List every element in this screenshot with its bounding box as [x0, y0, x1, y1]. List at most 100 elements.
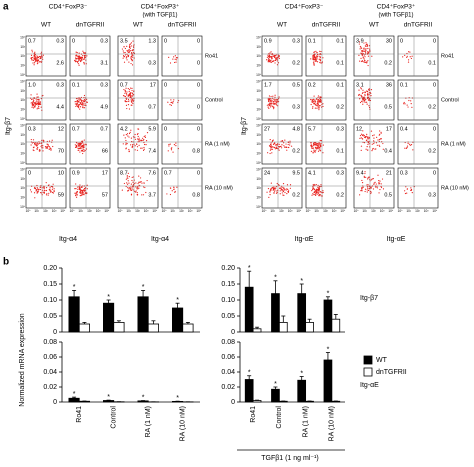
event-dot [80, 103, 82, 105]
event-dot [76, 61, 79, 63]
axis-tick-label: 10³ [256, 177, 261, 181]
bar [68, 397, 80, 403]
event-dot [278, 149, 280, 151]
event-dot [78, 145, 80, 147]
event-dot [363, 96, 366, 98]
bar [182, 323, 194, 333]
axis-tick-label: 10¹ [78, 209, 83, 213]
event-dot [313, 193, 315, 196]
quadrant-value: 0.7 [120, 82, 128, 88]
event-dot [130, 104, 132, 106]
event-dot [312, 101, 314, 103]
event-dot [286, 193, 288, 195]
quadrant-value: 24 [264, 170, 270, 176]
event-dot [53, 190, 55, 193]
event-dot [125, 185, 127, 188]
event-dot [34, 144, 36, 146]
event-dot [79, 98, 81, 100]
event-dot [276, 58, 278, 60]
event-dot [281, 147, 283, 149]
event-dot [322, 144, 324, 146]
event-dot [125, 143, 127, 146]
event-dot [370, 95, 372, 97]
event-dot [144, 135, 146, 137]
event-dot [289, 142, 291, 144]
axis-tick-label: 10⁰ [256, 205, 262, 209]
event-dot [43, 188, 45, 190]
event-dot [76, 145, 78, 147]
event-dot [36, 108, 38, 110]
event-dot [124, 100, 126, 102]
event-dot [266, 56, 268, 58]
event-dot [272, 95, 274, 97]
event-dot [42, 150, 44, 152]
event-dot [76, 52, 78, 54]
row-label: RA (10 nM) [441, 185, 469, 191]
event-dot [127, 87, 129, 90]
event-dot [32, 62, 34, 64]
event-dot [34, 57, 36, 59]
event-dot [312, 147, 315, 149]
event-dot [378, 140, 380, 143]
event-dot [312, 106, 314, 108]
event-dot [82, 55, 84, 57]
event-dot [273, 103, 275, 106]
event-dot [48, 184, 50, 186]
event-dot [51, 139, 53, 141]
bar [305, 321, 314, 333]
event-dot [373, 182, 375, 184]
event-dot [143, 146, 145, 149]
event-dot [275, 56, 277, 58]
event-dot [312, 193, 314, 195]
event-dot [146, 132, 149, 134]
event-dot [40, 103, 42, 105]
event-dot [124, 47, 126, 50]
event-dot [31, 59, 33, 61]
axis-tick-label: 10⁰ [20, 73, 26, 77]
event-dot [139, 177, 142, 179]
flow-plot: 0.1 0.1 0.1 [305, 35, 347, 77]
event-dot [37, 98, 39, 101]
bar [297, 293, 307, 333]
plot-frame [117, 79, 159, 121]
flow-plot: 27 4.8 0.2 10⁰ 10¹ 10² 10³ 10⁴ [256, 124, 303, 165]
event-dot [313, 63, 315, 65]
event-dot [42, 58, 44, 60]
event-dot [378, 180, 380, 182]
event-dot [404, 147, 406, 149]
column-header: dnTGFRII [76, 22, 105, 29]
y-tick-label: 0.06 [43, 354, 57, 361]
event-dot [80, 57, 82, 59]
event-dot [319, 98, 321, 100]
event-dot [319, 50, 321, 52]
event-dot [80, 186, 83, 188]
event-dot [36, 99, 38, 101]
column-header: dnTGFRII [168, 22, 197, 29]
quadrant-value: 0 [433, 38, 436, 44]
event-dot [408, 51, 410, 53]
event-dot [405, 186, 407, 188]
event-dot [314, 100, 316, 102]
axis-title: Itg-α4 [151, 236, 169, 243]
event-dot [32, 56, 34, 59]
event-dot [274, 146, 276, 148]
event-dot [363, 175, 365, 178]
event-dot [38, 105, 40, 108]
event-dot [378, 139, 381, 141]
event-dot [132, 183, 135, 186]
event-dot [269, 145, 271, 147]
event-dot [36, 143, 38, 145]
flow-plot: 0.4 0 0.2 [397, 123, 439, 165]
event-dot [274, 186, 276, 188]
bar [271, 388, 280, 403]
event-dot [269, 100, 272, 102]
event-dot [317, 150, 320, 152]
event-dot [125, 134, 127, 136]
event-dot [131, 45, 133, 47]
event-dot [364, 136, 366, 139]
event-dot [80, 150, 82, 152]
event-dot [362, 97, 365, 100]
y-tick-label: 0.04 [221, 369, 235, 376]
event-dot [75, 55, 77, 57]
event-dot [34, 187, 37, 190]
